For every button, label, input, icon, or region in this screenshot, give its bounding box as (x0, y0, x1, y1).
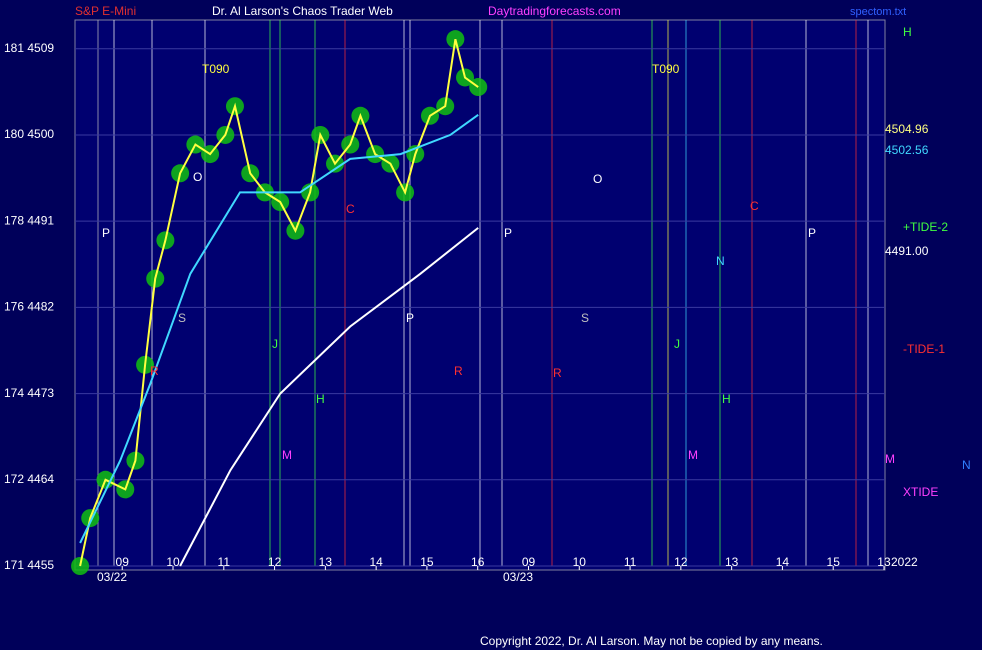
x-tick-label: 13 (319, 555, 333, 569)
annotation: 2022 (891, 555, 918, 569)
annotation: 4491.00 (885, 244, 929, 258)
date-label: 03/22 (97, 570, 127, 584)
y-tick-label: 181 4509 (4, 41, 54, 55)
annotation: O (593, 172, 602, 186)
header-site: Daytradingforecasts.com (488, 4, 621, 18)
annotation: R (150, 364, 159, 378)
annotation: H (722, 392, 731, 406)
annotation: T090 (202, 62, 230, 76)
annotation: M (282, 448, 292, 462)
x-tick-label: 11 (218, 555, 231, 569)
annotation: M (885, 452, 895, 466)
price-glow (71, 557, 90, 575)
annotation: C (346, 202, 355, 216)
x-tick-label: 14 (369, 555, 383, 569)
annotation: H (316, 392, 325, 406)
y-tick-label: 171 4455 (4, 558, 54, 572)
date-label: 03/23 (503, 570, 533, 584)
y-tick-label: 180 4500 (4, 127, 54, 141)
x-tick-label: 10 (166, 555, 180, 569)
annotation: H (903, 25, 912, 39)
annotation: J (674, 337, 680, 351)
annotation: 4502.56 (885, 143, 929, 157)
annotation: R (454, 364, 463, 378)
annotation: 4504.96 (885, 122, 929, 136)
x-tick-label: 09 (116, 555, 130, 569)
annotation: M (688, 448, 698, 462)
annotation: S (581, 311, 589, 325)
annotation: N (716, 254, 725, 268)
annotation: O (193, 170, 202, 184)
series-line (79, 38, 479, 567)
x-tick-label: 09 (522, 555, 536, 569)
x-tick-label: 12 (268, 555, 282, 569)
x-tick-label: 13 (725, 555, 739, 569)
y-tick-label: 172 4464 (4, 472, 54, 486)
annotation: P (406, 311, 414, 325)
annotation: C (750, 199, 759, 213)
series-line (79, 113, 479, 544)
x-tick-label: 15 (827, 555, 841, 569)
annotation: -TIDE-1 (903, 342, 945, 356)
annotation: XTIDE (903, 485, 938, 499)
annotation: +TIDE-2 (903, 220, 948, 234)
x-tick-label: 13 (877, 555, 891, 569)
x-tick-label: 15 (420, 555, 434, 569)
annotation: R (553, 366, 562, 380)
x-tick-label: 14 (776, 555, 790, 569)
y-tick-label: 178 4491 (4, 213, 54, 227)
annotation: T090 (652, 62, 680, 76)
header-title: Dr. Al Larson's Chaos Trader Web (212, 4, 393, 18)
annotation: S (178, 311, 186, 325)
x-tick-label: 10 (573, 555, 587, 569)
y-tick-label: 174 4473 (4, 386, 54, 400)
header-symbol: S&P E-Mini (75, 4, 136, 18)
annotation: P (504, 226, 512, 240)
footer: Copyright 2022, Dr. Al Larson. May not b… (480, 634, 823, 648)
annotation: J (272, 337, 278, 351)
x-tick-label: 12 (674, 555, 688, 569)
annotation: N (962, 458, 971, 472)
x-tick-label: 16 (471, 555, 485, 569)
y-tick-label: 176 4482 (4, 300, 54, 314)
annotation: P (808, 226, 816, 240)
header-file: spectom.txt (850, 6, 906, 18)
annotation: P (102, 226, 110, 240)
series-line (179, 227, 479, 567)
x-tick-label: 11 (624, 555, 637, 569)
